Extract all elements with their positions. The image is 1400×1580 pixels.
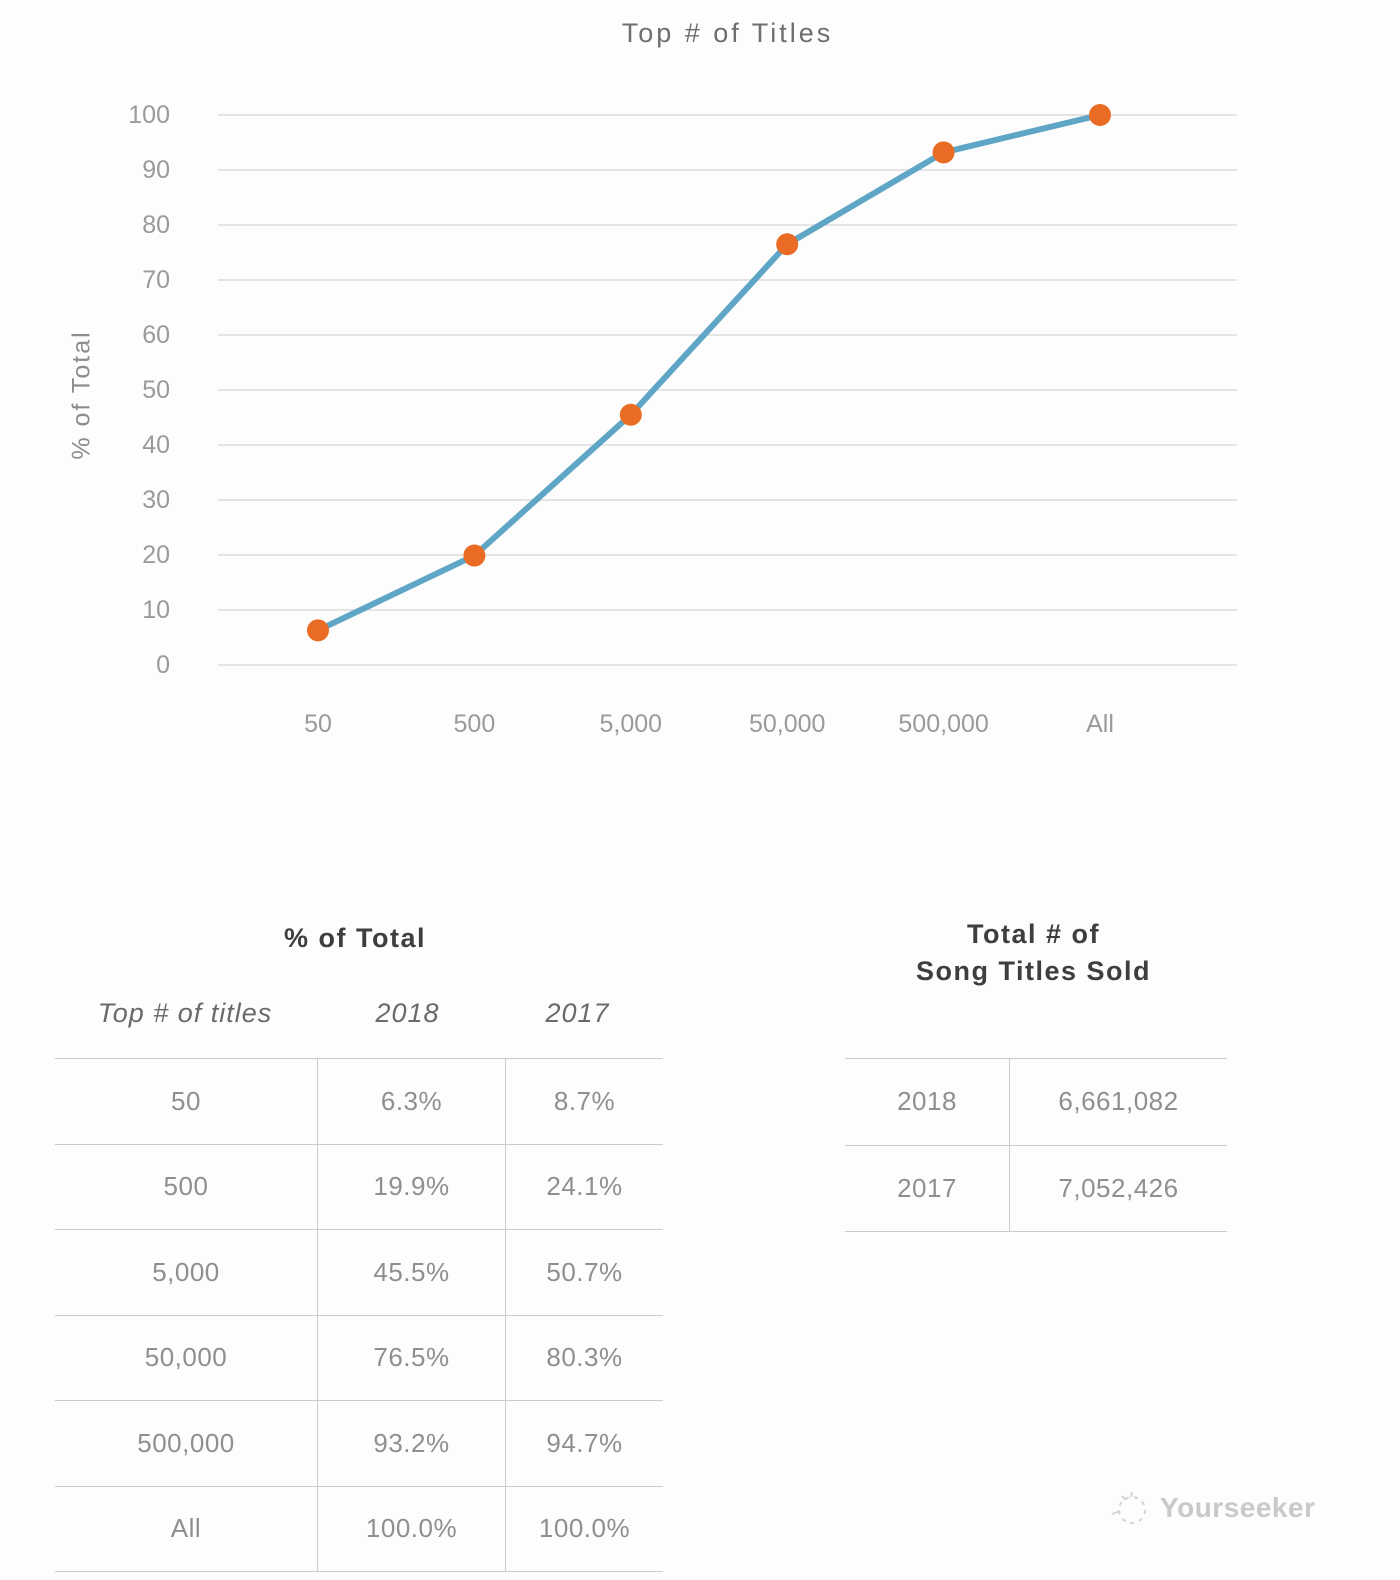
watermark: Yourseeker <box>1108 1486 1315 1530</box>
value-2018: 93.2% <box>317 1400 506 1486</box>
value-2018: 45.5% <box>317 1229 506 1315</box>
line-chart-plot-area <box>218 104 1237 666</box>
value-2018: 76.5% <box>317 1314 506 1401</box>
value-2017: 50.7% <box>505 1229 663 1315</box>
table-row: 5,000 45.5% 50.7% <box>55 1229 663 1315</box>
percent-table-title: % of Total <box>284 923 426 953</box>
total-value: 7,052,426 <box>1009 1144 1227 1232</box>
value-2017: 100.0% <box>505 1485 663 1572</box>
x-tick-label: 500,000 <box>898 710 989 738</box>
totals-table-title: Total # of Song Titles Sold <box>845 916 1222 990</box>
year-label: 2018 <box>845 1058 1010 1145</box>
total-song-titles-table: 2018 6,661,082 2017 7,052,426 <box>845 1058 1227 1232</box>
series-line-2018 <box>315 112 1103 634</box>
data-point-marker <box>776 233 799 256</box>
totals-title-line2: Song Titles Sold <box>915 956 1152 986</box>
value-2018: 19.9% <box>317 1143 506 1230</box>
table-row: 2018 6,661,082 <box>845 1058 1227 1145</box>
column-header-2017: 2017 <box>545 998 610 1028</box>
y-tick-label: 10 <box>142 596 170 624</box>
row-label: 5,000 <box>55 1229 318 1315</box>
percent-of-total-table: 50 6.3% 8.7% 500 19.9% 24.1% 5,000 45.5%… <box>55 1058 663 1572</box>
value-2018: 6.3% <box>317 1058 506 1144</box>
value-2017: 24.1% <box>505 1143 663 1230</box>
x-tick-label: 500 <box>453 710 496 738</box>
row-label: All <box>55 1485 318 1572</box>
totals-title-line1: Total # of <box>967 919 1100 949</box>
yourseeker-logo-icon <box>1111 1491 1146 1524</box>
x-tick-label: 50 <box>304 710 332 738</box>
row-label: 50 <box>55 1058 318 1144</box>
data-point-marker <box>463 544 486 567</box>
table-row: 2017 7,052,426 <box>845 1144 1227 1232</box>
x-tick-label: 5,000 <box>599 710 663 738</box>
column-header-2018: 2018 <box>375 998 440 1028</box>
data-point-marker <box>619 403 642 426</box>
y-tick-label: 40 <box>142 431 170 459</box>
value-2018: 100.0% <box>317 1485 506 1572</box>
y-tick-label: 0 <box>156 651 170 679</box>
row-label: 50,000 <box>55 1314 318 1401</box>
total-value: 6,661,082 <box>1009 1058 1227 1145</box>
row-label: 500 <box>55 1143 318 1230</box>
watermark-label: Yourseeker <box>1160 1492 1316 1523</box>
table-row: 50,000 76.5% 80.3% <box>55 1314 663 1401</box>
data-point-marker <box>932 141 955 164</box>
x-tick-label: 50,000 <box>748 710 826 738</box>
y-tick-label: 50 <box>142 376 170 404</box>
y-tick-label: 100 <box>128 101 170 129</box>
y-tick-label: 60 <box>142 321 170 349</box>
y-tick-label: 30 <box>142 486 170 514</box>
table-row: All 100.0% 100.0% <box>55 1485 663 1572</box>
y-tick-label: 20 <box>142 541 170 569</box>
data-point-marker <box>1089 104 1111 126</box>
year-label: 2017 <box>845 1144 1010 1232</box>
y-tick-label: 90 <box>142 156 170 184</box>
chart-title: Top # of Titles <box>621 18 834 48</box>
value-2017: 80.3% <box>505 1314 663 1401</box>
value-2017: 8.7% <box>505 1058 663 1144</box>
data-point-marker <box>307 619 329 642</box>
y-tick-label: 70 <box>142 266 170 294</box>
value-2017: 94.7% <box>505 1400 663 1486</box>
table-row: 50 6.3% 8.7% <box>55 1058 663 1144</box>
column-header-top-titles: Top # of titles <box>97 998 273 1028</box>
table-row: 500 19.9% 24.1% <box>55 1143 663 1230</box>
percent-table-header-row: Top # of titles 2018 2017 <box>55 998 655 1029</box>
row-label: 500,000 <box>55 1400 318 1486</box>
y-tick-label: 80 <box>142 211 170 239</box>
x-tick-label: All <box>1086 710 1114 738</box>
table-row: 500,000 93.2% 94.7% <box>55 1400 663 1486</box>
